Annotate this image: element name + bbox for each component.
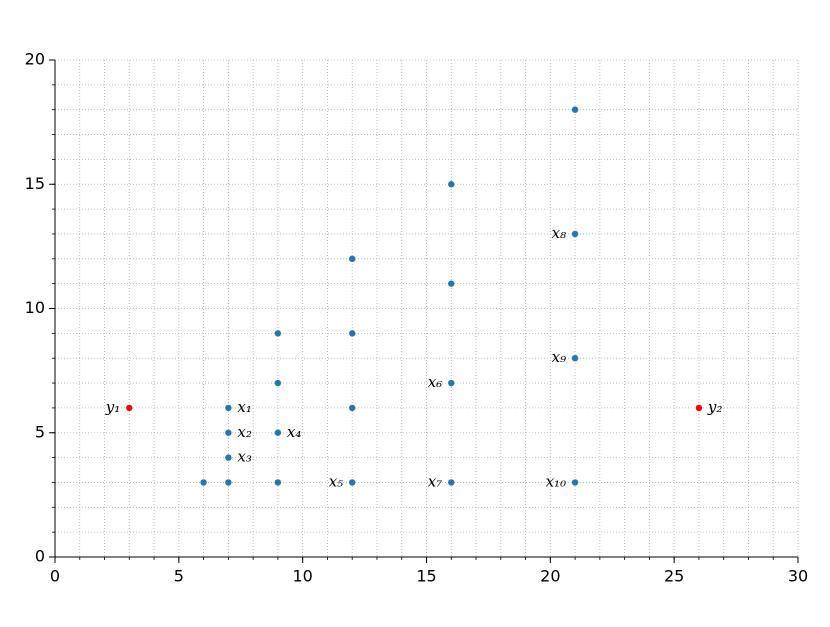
point [349,479,356,486]
point [225,479,232,486]
x-tick-label: 30 [788,567,808,586]
y-tick-label: 15 [25,174,45,193]
point-label: x₄ [287,423,301,441]
point [448,181,455,188]
point-label: x₈ [552,224,566,242]
point [274,379,282,387]
point [349,255,356,262]
x-tick-label: 15 [416,567,436,586]
x-tick-label: 5 [174,567,184,586]
point [225,404,232,412]
point-label: x₃ [237,448,251,466]
point [274,479,282,486]
y-tick-label: 5 [35,422,45,441]
point-label: x₁₀ [546,472,567,490]
point-label: x₇ [428,472,442,490]
point [349,404,356,412]
x-tick-label: 0 [50,567,60,586]
point [571,106,579,113]
point-label: x₁ [237,398,251,416]
point-label: y₂ [707,398,723,416]
point [448,479,455,486]
point [200,479,207,486]
point [225,429,232,436]
point-label: x₉ [552,348,566,366]
x-tick-label: 25 [664,567,684,586]
y-tick-label: 0 [35,547,45,566]
point [571,479,579,486]
point-label: x₂ [237,423,251,441]
x-tick-label: 20 [540,567,560,586]
point [571,355,579,362]
point-label: x₆ [428,373,442,391]
point [126,404,133,412]
point [225,454,232,461]
point-label: x₅ [329,472,343,490]
point [274,429,282,436]
x-tick-label: 10 [292,567,312,586]
point [349,330,356,337]
y-tick-label: 20 [25,50,45,69]
point [448,280,455,287]
y-tick-label: 10 [25,298,45,317]
point [274,330,282,337]
point [571,230,579,238]
point [448,379,455,387]
point [695,404,703,412]
point-label: y₁ [105,398,121,416]
